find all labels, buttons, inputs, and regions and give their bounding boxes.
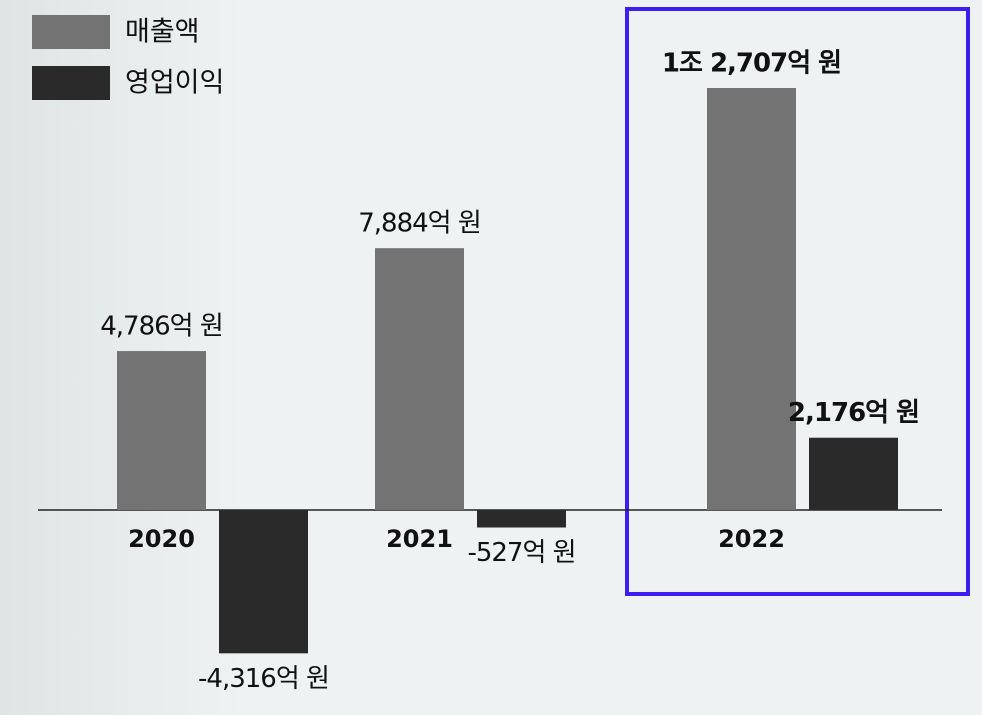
bar <box>477 510 566 528</box>
value-label: -4,316억 원 <box>198 664 329 694</box>
value-label: 7,884억 원 <box>358 209 481 239</box>
x-tick-label: 2020 <box>128 525 195 553</box>
bar <box>707 88 796 510</box>
value-label: 4,786억 원 <box>100 312 223 342</box>
x-tick-label: 2022 <box>718 525 785 553</box>
value-label: -527억 원 <box>467 538 575 568</box>
bar <box>809 437 898 510</box>
value-label: 1조 2,707억 원 <box>662 49 841 79</box>
value-label: 2,176억 원 <box>788 398 919 428</box>
legend-label: 영업이익 <box>125 68 224 99</box>
bar <box>219 510 308 654</box>
legend-label: 매출액 <box>125 17 200 48</box>
x-tick-label: 2021 <box>386 525 453 553</box>
highlight-box <box>625 7 970 596</box>
bar <box>375 248 464 510</box>
bar <box>117 351 206 510</box>
legend-swatch <box>32 15 110 49</box>
legend-swatch <box>32 66 110 100</box>
